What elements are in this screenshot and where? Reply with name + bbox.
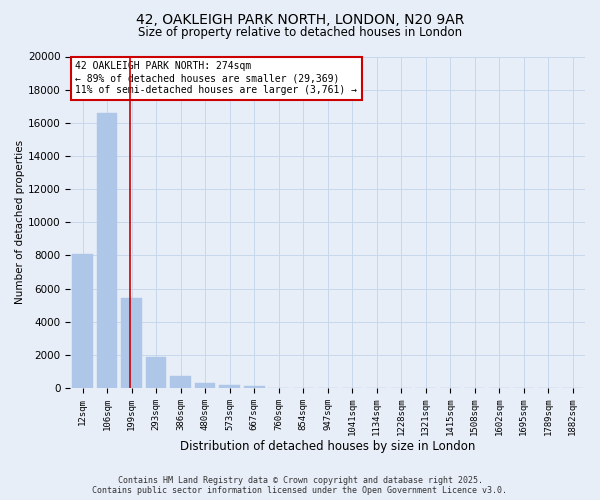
- Y-axis label: Number of detached properties: Number of detached properties: [15, 140, 25, 304]
- Bar: [219, 385, 240, 388]
- Bar: [244, 386, 265, 388]
- Text: Size of property relative to detached houses in London: Size of property relative to detached ho…: [138, 26, 462, 39]
- Bar: [97, 113, 118, 388]
- Bar: [121, 298, 142, 388]
- Bar: [72, 254, 93, 388]
- Bar: [170, 376, 191, 388]
- Text: Contains HM Land Registry data © Crown copyright and database right 2025.
Contai: Contains HM Land Registry data © Crown c…: [92, 476, 508, 495]
- Bar: [146, 358, 166, 388]
- Text: 42 OAKLEIGH PARK NORTH: 274sqm
← 89% of detached houses are smaller (29,369)
11%: 42 OAKLEIGH PARK NORTH: 274sqm ← 89% of …: [76, 62, 358, 94]
- Text: 42, OAKLEIGH PARK NORTH, LONDON, N20 9AR: 42, OAKLEIGH PARK NORTH, LONDON, N20 9AR: [136, 12, 464, 26]
- Bar: [194, 384, 215, 388]
- X-axis label: Distribution of detached houses by size in London: Distribution of detached houses by size …: [180, 440, 475, 452]
